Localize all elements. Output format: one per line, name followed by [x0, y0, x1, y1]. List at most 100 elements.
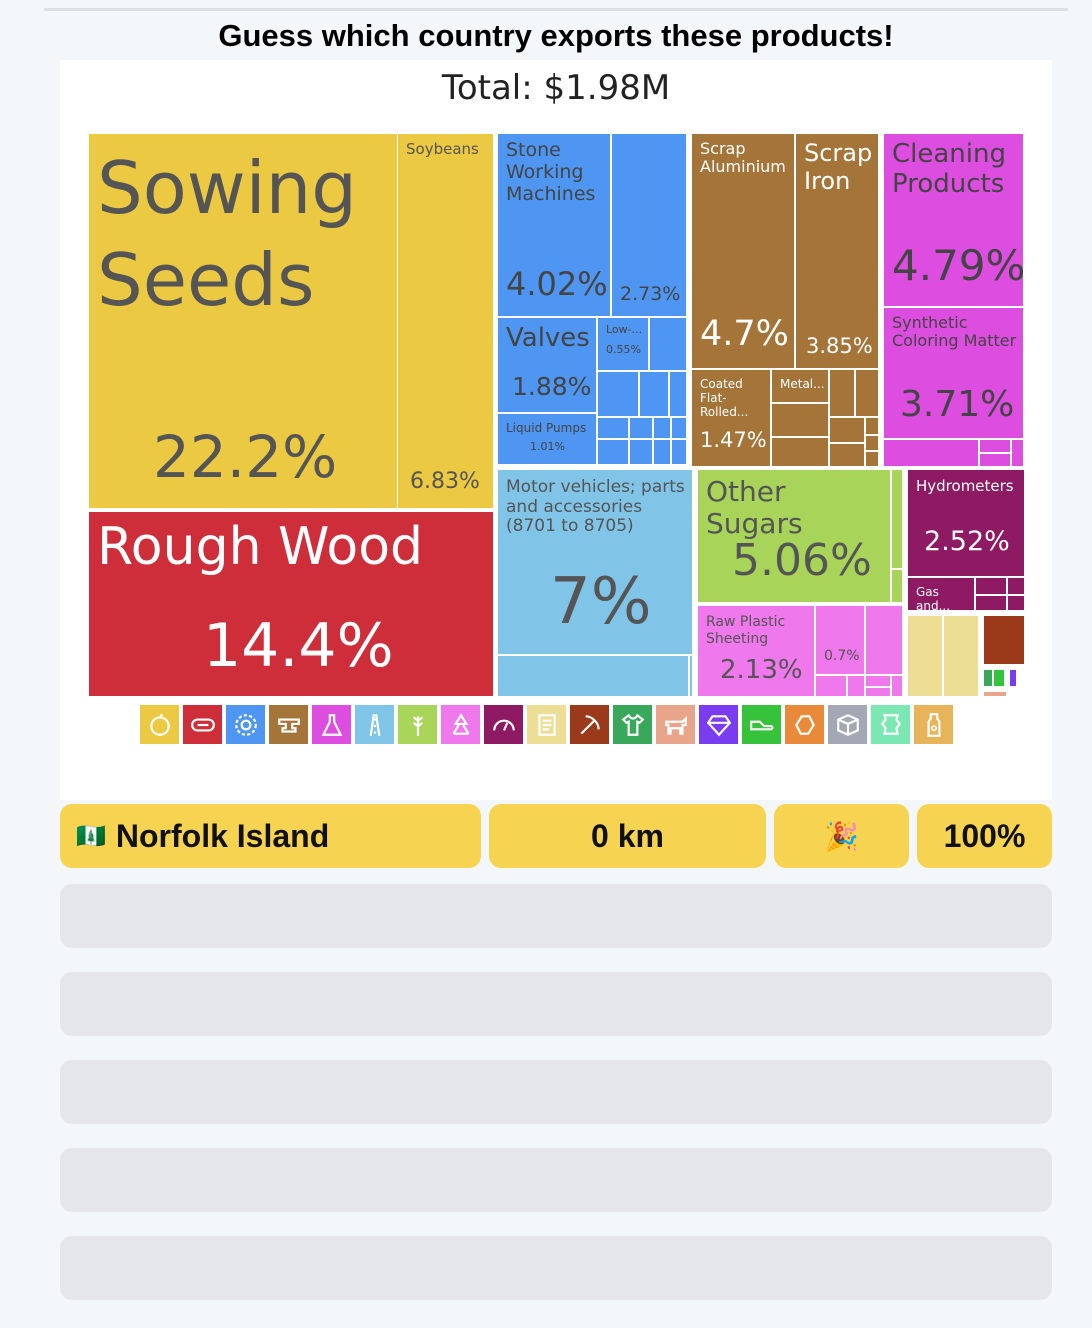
tile-light-blue-small	[689, 655, 693, 697]
tile-blue-small	[639, 371, 669, 417]
total-label: Total: $1.98M	[441, 68, 671, 108]
tile-pink-small	[865, 605, 903, 675]
tile-magenta-small	[979, 453, 1011, 467]
pickaxe-icon[interactable]	[570, 705, 609, 744]
tile-value: 1.88%	[512, 372, 592, 401]
tile-light-blue-small	[497, 655, 689, 697]
tile-value: 5.06%	[732, 535, 872, 586]
empty-guess-slot	[60, 972, 1052, 1036]
tile-blue-small	[649, 317, 687, 371]
gauge-icon[interactable]	[484, 705, 523, 744]
tile-label: Raw Plastic Sheeting	[706, 614, 786, 647]
flask-icon[interactable]	[312, 705, 351, 744]
tile-label: Other Sugars	[706, 475, 803, 541]
tile-blue-small	[653, 439, 671, 465]
tile-brown-small	[771, 437, 829, 467]
guess-distance-box: 0 km	[489, 804, 766, 868]
tile-label: Valves	[506, 323, 590, 353]
shoe-icon[interactable]	[742, 705, 781, 744]
diamond-icon[interactable]	[699, 705, 738, 744]
tile-value: 4.79%	[892, 241, 1024, 290]
cow-icon[interactable]	[656, 705, 695, 744]
tile-value: 0.7%	[824, 648, 860, 664]
tile-pink-small	[847, 675, 865, 697]
tile-blue-small	[597, 371, 639, 417]
vegetable-icon[interactable]	[140, 705, 179, 744]
bottle-icon[interactable]	[914, 705, 953, 744]
box-icon[interactable]	[828, 705, 867, 744]
anvil-icon[interactable]	[269, 705, 308, 744]
tile-cream-small	[907, 615, 943, 697]
tile-value: 4.02%	[506, 265, 608, 303]
category-legend	[140, 705, 953, 745]
leather-icon[interactable]	[871, 705, 910, 744]
tile-raw-plastic-sheeting: Raw Plastic Sheeting 2.13%	[697, 605, 815, 697]
tile-hydrometers: Hydrometers 2.52%	[907, 469, 1025, 577]
tile-label: Rough Wood	[97, 517, 424, 577]
tile-brown-small	[829, 417, 865, 443]
tile-value: 3.71%	[900, 384, 1015, 425]
tile-value: 2.73%	[620, 283, 681, 305]
tile-pink-unlabeled: 0.7%	[815, 605, 865, 675]
tile-purple-small	[1007, 595, 1025, 611]
tile-brown-small	[771, 403, 829, 437]
tile-value: 2.13%	[720, 655, 803, 685]
tile-sowing-seeds: Sowing Seeds 22.2%	[88, 133, 398, 509]
tile-violet-small	[1009, 669, 1017, 687]
tile-value: 2.52%	[924, 526, 1010, 557]
tile-low: Low-... 0.55%	[597, 317, 649, 371]
guess-distance: 0 km	[591, 817, 664, 854]
tile-green2-small	[983, 669, 993, 687]
log-icon[interactable]	[183, 705, 222, 744]
tile-metal: Metal...	[771, 369, 829, 403]
tile-stone-working-machines: Stone Working Machines 4.02%	[497, 133, 611, 317]
tile-value: 1.01%	[530, 440, 565, 453]
tile-value: 14.4%	[203, 611, 394, 681]
stone-icon[interactable]	[785, 705, 824, 744]
tile-label: Stone Working Machines	[506, 139, 596, 205]
recycle-icon[interactable]	[441, 705, 480, 744]
tile-brown-small	[865, 435, 879, 451]
tile-label: Metal...	[780, 377, 825, 391]
tile-purple-small	[975, 577, 1007, 595]
tile-cleaning-products: Cleaning Products 4.79%	[883, 133, 1024, 307]
tile-magenta-small	[979, 439, 1011, 453]
guess-country: Norfolk Island	[115, 817, 330, 854]
page-title: Guess which country exports these produc…	[218, 18, 894, 53]
tile-label: Sowing Seeds	[97, 146, 357, 323]
tile-label: Coated Flat-Rolled...	[700, 377, 749, 419]
tile-cream-small	[943, 615, 979, 697]
tile-magenta-small	[1011, 439, 1024, 467]
wheat-icon[interactable]	[398, 705, 437, 744]
tile-green-small	[891, 569, 903, 603]
tile-rust-small	[983, 615, 1025, 665]
tile-purple-small	[975, 595, 1007, 611]
tile-blue-unlabeled: 2.73%	[611, 133, 687, 317]
gear-icon[interactable]	[226, 705, 265, 744]
export-treemap: Sowing Seeds 22.2% Soybeans 6.83% Rough …	[88, 133, 1025, 697]
tile-value: 7%	[550, 565, 652, 639]
tile-blue-small	[653, 417, 671, 439]
tile-value: 0.55%	[606, 343, 641, 356]
tile-pink-small	[865, 675, 891, 687]
tile-other-sugars: Other Sugars 5.06%	[697, 469, 891, 603]
scroll-icon[interactable]	[527, 705, 566, 744]
empty-guess-slot	[60, 1236, 1052, 1300]
empty-guess-slot	[60, 1060, 1052, 1124]
tile-brown-small	[855, 369, 879, 417]
tile-label: Gas and...	[916, 585, 951, 611]
shirt-icon[interactable]	[613, 705, 652, 744]
party-popper-icon: 🎉	[824, 820, 859, 852]
tile-brown-small	[865, 451, 879, 467]
tile-label: Scrap Aluminium	[700, 139, 786, 177]
tile-soybeans: Soybeans 6.83%	[397, 133, 494, 509]
tile-green2-small	[993, 669, 1005, 687]
tile-pink-small	[815, 675, 847, 697]
tile-coated-flat-rolled: Coated Flat-Rolled... 1.47%	[691, 369, 771, 467]
tile-blue-small	[597, 417, 629, 439]
top-divider	[44, 8, 1068, 11]
tile-value: 6.83%	[410, 469, 480, 494]
guess-percent-box: 100%	[917, 804, 1052, 868]
road-icon[interactable]	[355, 705, 394, 744]
tile-value: 22.2%	[153, 423, 338, 491]
